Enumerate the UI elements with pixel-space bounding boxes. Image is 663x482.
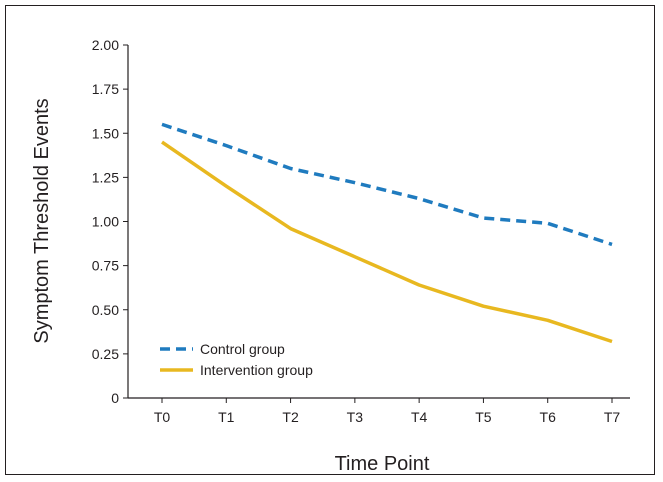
y-tick-label: 1.50	[92, 125, 119, 141]
series-layer	[161, 122, 613, 344]
y-tick-label: 0.50	[92, 302, 119, 318]
x-tick-label: T6	[540, 409, 557, 425]
legend-label: Intervention group	[200, 362, 313, 378]
legend-label: Control group	[200, 341, 285, 357]
x-tick-label: T7	[604, 409, 621, 425]
x-ticks: T0 T1 T2 T3 T4 T5 T6 T7	[154, 398, 621, 425]
chart-frame	[5, 5, 655, 475]
y-axis-title: Symptom Threshold Events	[31, 98, 53, 343]
y-tick-label: 1.25	[92, 169, 119, 185]
x-tick-label: T1	[218, 409, 235, 425]
x-tick-label: T4	[411, 409, 428, 425]
y-tick-label: 0.75	[92, 258, 119, 274]
x-axis-title: Time Point	[335, 453, 430, 475]
series-line-intervention	[161, 140, 613, 344]
x-tick-label: T5	[475, 409, 492, 425]
x-tick-label: T2	[282, 409, 299, 425]
x-tick-label: T0	[154, 409, 171, 425]
series-line-control	[161, 122, 613, 247]
legend: Control group Intervention group	[160, 341, 313, 378]
y-tick-label: 1.00	[92, 214, 119, 230]
x-tick-label: T3	[347, 409, 364, 425]
y-tick-label: 1.75	[92, 81, 119, 97]
y-tick-label: 0	[111, 390, 119, 406]
y-tick-label: 0.25	[92, 346, 119, 362]
y-ticks: 0 0.25 0.50 0.75 1.00 1.25 1.50 1.75 2.00	[92, 37, 128, 406]
y-tick-label: 2.00	[92, 37, 119, 53]
